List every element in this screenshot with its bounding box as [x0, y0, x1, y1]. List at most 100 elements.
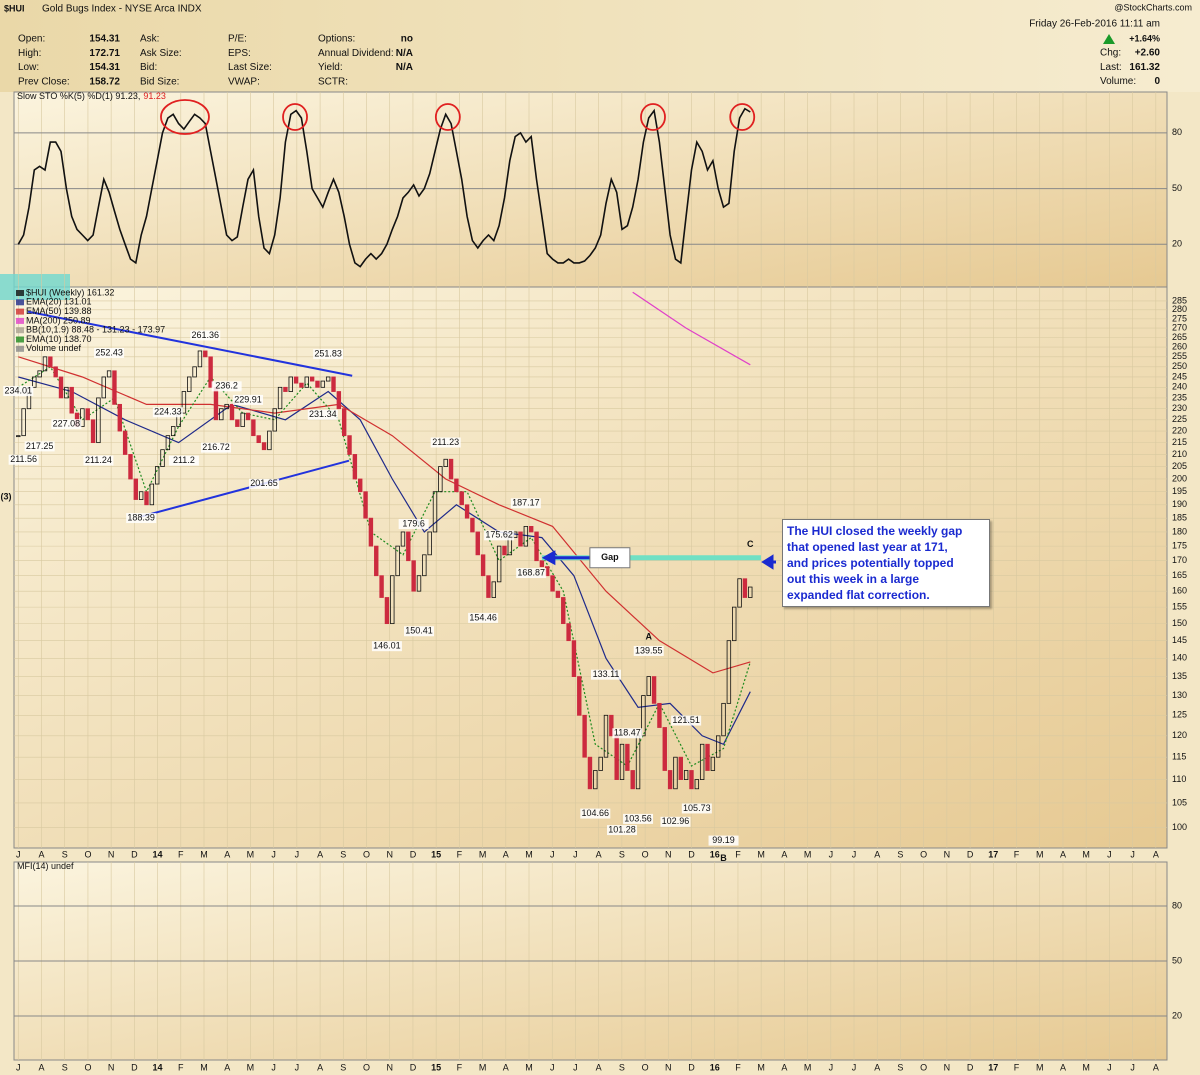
candle-body — [293, 376, 299, 384]
field-value: 154.31 — [89, 34, 120, 45]
x-tick-label: M — [525, 849, 533, 859]
point-label: 104.66 — [582, 808, 610, 818]
field-label: Bid: — [140, 62, 157, 73]
candle-body — [165, 435, 171, 451]
point-label-box — [580, 808, 611, 819]
point-label-box — [51, 419, 82, 430]
x-tick-label: O — [920, 1062, 927, 1072]
y-tick-label: 50 — [1172, 955, 1182, 965]
x-tick-label: F — [735, 849, 741, 859]
candle-body — [710, 756, 716, 771]
candle-body — [737, 578, 742, 608]
point-label: 201.65 — [250, 478, 278, 488]
candle-body — [96, 397, 101, 444]
panel-sto — [13, 91, 1168, 288]
legend-entry: Volume undef — [26, 343, 82, 353]
candle-body — [53, 366, 58, 378]
x-tick-label: J — [1107, 1062, 1112, 1072]
highlight-circle — [282, 103, 308, 131]
line-series — [17, 107, 751, 268]
point-label-box — [398, 519, 429, 530]
candle-body — [133, 478, 139, 500]
y-tick-label: 275 — [1172, 313, 1187, 323]
y-tick-label: 255 — [1172, 351, 1187, 361]
y-tick-label: 265 — [1172, 332, 1187, 342]
x-tick-label: 15 — [431, 849, 441, 859]
y-tick-label: 130 — [1172, 690, 1187, 700]
x-tick-label: N — [386, 1062, 393, 1072]
candle-body — [657, 702, 662, 728]
legend-entry: EMA(20) 131.01 — [26, 297, 92, 307]
candle-body — [432, 491, 438, 533]
x-tick-label: A — [1060, 1062, 1066, 1072]
point-label: 101.28 — [608, 824, 636, 834]
highlight-circle — [729, 103, 756, 131]
candle-body — [571, 640, 577, 677]
candle-body — [390, 575, 395, 625]
candle-body — [625, 743, 630, 771]
point-label: 179.6 — [402, 518, 425, 528]
point-label: 103.56 — [624, 813, 652, 823]
candle-body — [154, 466, 160, 485]
candle-body — [213, 386, 219, 421]
y-tick-label: 250 — [1172, 361, 1187, 371]
x-tick-label: M — [757, 849, 765, 859]
point-label-box — [671, 715, 702, 726]
legend-swatch — [16, 345, 24, 352]
candle-body — [491, 581, 496, 598]
candle-body — [630, 770, 635, 790]
x-tick-label: N — [108, 849, 115, 859]
x-tick-label: N — [944, 1062, 951, 1072]
candle-body — [299, 382, 304, 388]
candle-body — [69, 386, 74, 414]
point-label: 252.43 — [95, 347, 123, 357]
x-tick-label: J — [573, 849, 578, 859]
y-tick-label: 175 — [1172, 540, 1187, 550]
candle-body — [58, 376, 64, 399]
highlight-circle — [434, 103, 461, 131]
x-tick-label: S — [62, 849, 68, 859]
header-bg — [0, 0, 1200, 92]
point-label: 229.91 — [234, 394, 262, 404]
x-tick-label: 15 — [431, 1062, 441, 1072]
x-tick-label: M — [479, 1062, 487, 1072]
point-label-box — [510, 498, 541, 509]
point-label-box — [623, 813, 654, 824]
point-label: 168.87 — [517, 567, 545, 577]
point-label: 133.11 — [593, 669, 620, 679]
field-label: Ask: — [140, 34, 159, 45]
x-tick-label: M — [1082, 1062, 1090, 1072]
point-label: 234.01 — [5, 385, 33, 395]
gap-arrow — [541, 550, 590, 566]
candle-body — [411, 560, 416, 592]
x-tick-label: A — [1060, 849, 1066, 859]
y-tick-label: 50 — [1172, 183, 1182, 193]
y-tick-label: 230 — [1172, 403, 1187, 413]
trend-line — [27, 310, 353, 377]
legend-swatch — [16, 290, 24, 296]
x-tick-label: M — [804, 849, 812, 859]
candle-body — [283, 386, 288, 392]
candle-body — [502, 545, 507, 556]
field-label: Bid Size: — [140, 77, 179, 88]
candle-body — [577, 676, 582, 716]
point-label-box — [152, 407, 183, 418]
point-label: 227.08 — [53, 419, 81, 429]
x-tick-label: O — [920, 849, 927, 859]
candle-body — [261, 442, 267, 451]
candle-body — [80, 408, 85, 427]
y-tick-label: 245 — [1172, 371, 1187, 381]
point-label-box — [660, 816, 691, 827]
candle-body — [171, 426, 176, 437]
candle-body — [203, 350, 208, 358]
highlight-circle — [160, 99, 210, 135]
candle-body — [683, 770, 689, 780]
candle-body — [138, 491, 144, 500]
x-tick-label: M — [200, 1062, 208, 1072]
candle-body — [42, 356, 48, 372]
point-label-box — [8, 454, 39, 465]
field-value: no — [401, 34, 413, 45]
field-label: Open: — [18, 34, 45, 45]
point-label: 175.62 — [485, 530, 513, 540]
x-tick-label: D — [967, 1062, 974, 1072]
